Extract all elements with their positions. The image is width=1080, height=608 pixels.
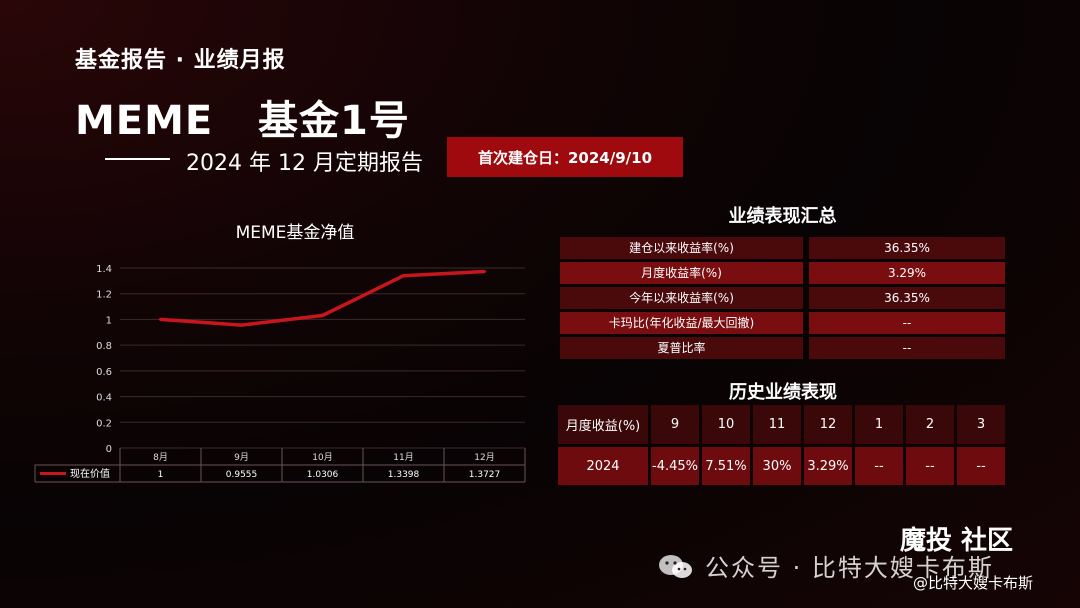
fund-title: MEME 基金1号 <box>75 98 410 144</box>
inception-date-badge: 首次建仓日：2024/9/10 <box>447 137 683 177</box>
brand-logo: 魔投 社区 <box>900 526 1014 556</box>
x-category-label: 11月 <box>393 452 413 463</box>
summary-label: 夏普比率 <box>560 337 803 359</box>
history-title: 历史业绩表现 <box>729 382 837 403</box>
author-handle: @比特大嫂卡布斯 <box>913 574 1034 592</box>
history-header-cell: 3 <box>957 405 1005 444</box>
y-tick-label: 0.8 <box>96 341 112 352</box>
data-value-label: 1 <box>158 470 164 480</box>
history-header-cell: 2 <box>906 405 954 444</box>
summary-value: 36.35% <box>809 237 1005 259</box>
summary-value: -- <box>809 337 1005 359</box>
summary-value: 3.29% <box>809 262 1005 284</box>
summary-label: 卡玛比(年化收益/最大回撤) <box>560 312 803 334</box>
history-header-cell: 1 <box>855 405 903 444</box>
y-tick-label: 1 <box>106 315 112 326</box>
summary-label: 今年以来收益率(%) <box>560 287 803 309</box>
wechat-watermark: 公众号 · 比特大嫂卡布斯 <box>705 554 994 582</box>
x-category-label: 12月 <box>474 452 494 463</box>
data-point <box>240 323 243 327</box>
y-tick-label: 1.2 <box>96 290 112 301</box>
y-tick-label: 0.4 <box>96 393 112 404</box>
history-value-cell: -- <box>957 447 1005 485</box>
y-tick-label: 1.4 <box>96 264 112 275</box>
history-value-cell: 30% <box>753 447 801 485</box>
history-value-cell: -4.45% <box>651 447 699 485</box>
y-tick-label: 0 <box>106 444 112 455</box>
history-header-cell: 9 <box>651 405 699 444</box>
y-tick-label: 0.6 <box>96 367 112 378</box>
history-value-cell: 7.51% <box>702 447 750 485</box>
nav-line-chart: 0 0.2 0.4 0.6 0.8 1 1.2 1.4 8月 9月 10月 11月 12月 1 0.9555… <box>34 264 526 483</box>
x-category-label: 9月 <box>234 452 249 463</box>
summary-label: 建仓以来收益率(%) <box>560 237 803 259</box>
chart-title: MEME基金净值 <box>235 223 355 243</box>
x-category-label: 10月 <box>312 452 332 463</box>
data-value-label: 0.9555 <box>226 470 258 480</box>
x-category-label: 8月 <box>153 452 168 463</box>
history-value-cell: -- <box>855 447 903 485</box>
report-subtitle: 基金报告 · 业绩月报 <box>75 48 286 73</box>
series-line-现在价值 <box>160 269 485 327</box>
decorative-dash <box>105 158 170 160</box>
data-value-label: 1.3398 <box>388 470 420 480</box>
data-point <box>483 270 486 274</box>
data-point <box>159 317 162 321</box>
legend-label: 现在价值 <box>70 467 110 480</box>
history-value-cell: 3.29% <box>804 447 852 485</box>
data-point <box>321 313 324 317</box>
data-value-label: 1.0306 <box>307 470 339 480</box>
history-value-cell: 2024 <box>558 447 648 485</box>
history-header-cell: 月度收益(%) <box>558 405 648 444</box>
summary-value: 36.35% <box>809 287 1005 309</box>
summary-title: 业绩表现汇总 <box>728 206 837 227</box>
summary-label: 月度收益率(%) <box>560 262 803 284</box>
history-header-cell: 11 <box>753 405 801 444</box>
data-value-label: 1.3727 <box>469 470 501 480</box>
history-header-cell: 10 <box>702 405 750 444</box>
report-period: 2024 年 12 月定期报告 <box>186 151 423 176</box>
y-tick-label: 0.2 <box>96 418 112 429</box>
history-header-cell: 12 <box>804 405 852 444</box>
data-point <box>402 274 405 278</box>
history-value-cell: -- <box>906 447 954 485</box>
summary-value: -- <box>809 312 1005 334</box>
wechat-icon <box>659 555 692 578</box>
